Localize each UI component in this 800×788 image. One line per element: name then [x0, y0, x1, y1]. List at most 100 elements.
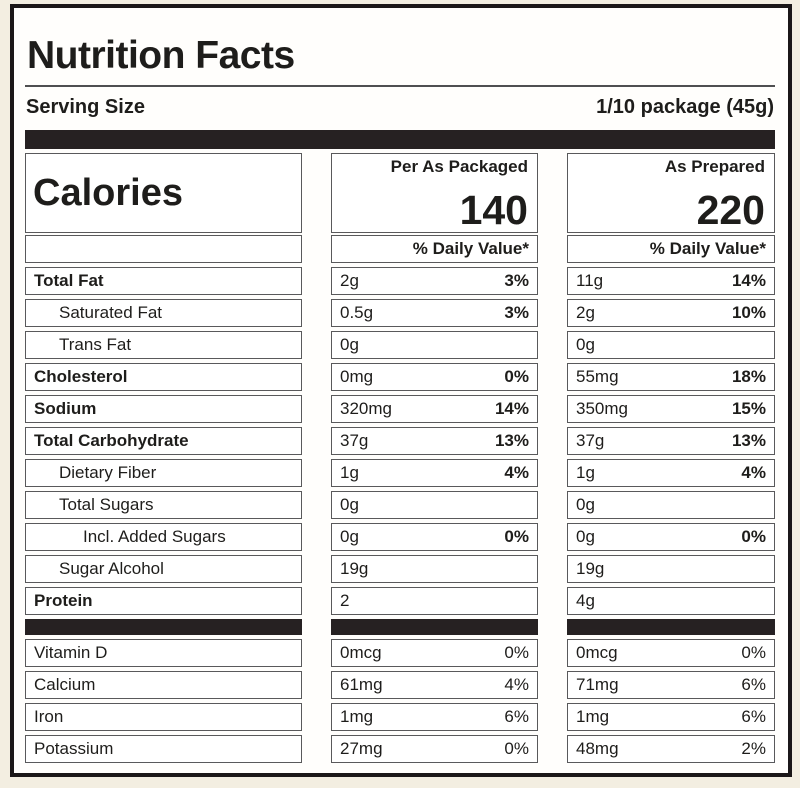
amount-value: 0g — [576, 495, 595, 514]
serving-size-label: Serving Size — [26, 96, 145, 118]
amount-value: 61mg — [340, 675, 383, 694]
amount-value: 1mg — [340, 707, 374, 726]
nutrient-name-cell: Total Carbohydrate — [25, 427, 302, 455]
daily-value-percent: 3% — [504, 303, 529, 322]
daily-value-percent: 0% — [504, 739, 529, 758]
nutrient-name-cell: Protein — [25, 587, 302, 615]
amount-value: 0.5g — [340, 303, 374, 322]
thick-divider-bar — [25, 130, 775, 149]
amount-value: 27mg — [340, 739, 383, 758]
nutrient-name-cell: Incl. Added Sugars — [25, 523, 302, 551]
value-cell: 0g — [331, 491, 538, 519]
nutrient-name: Total Carbohydrate — [34, 431, 189, 450]
daily-value-percent: 0% — [504, 367, 529, 386]
value-cell: 0g 0% — [567, 523, 775, 551]
nutrient-name: Sugar Alcohol — [59, 559, 164, 578]
amount-value: 2g — [340, 271, 359, 290]
value-cell: 1g 4% — [331, 459, 538, 487]
section-divider-bar — [25, 619, 302, 635]
daily-value-percent: 13% — [731, 431, 766, 450]
nutrient-name-cell: Vitamin D — [25, 639, 302, 667]
nutrition-facts-label: Nutrition Facts Serving Size 1/10 packag… — [10, 4, 792, 777]
amount-value: 11g — [576, 271, 604, 290]
nutrient-name: Total Sugars — [59, 495, 154, 514]
table-row: Trans Fat 0g 0g — [25, 331, 775, 359]
calories-cell: Calories — [25, 153, 302, 233]
daily-value-header-row: % Daily Value* % Daily Value* — [25, 235, 775, 263]
value-cell: 11g 14% — [567, 267, 775, 295]
daily-value-percent: 13% — [494, 431, 529, 450]
amount-value: 4g — [576, 591, 595, 610]
serving-size-value: 1/10 package (45g) — [596, 96, 774, 118]
value-cell: 55mg 18% — [567, 363, 775, 391]
table-row: Total Fat 2g 3% 11g 14% — [25, 267, 775, 295]
value-cell: 0mcg 0% — [331, 639, 538, 667]
label-title: Nutrition Facts — [25, 8, 775, 87]
nutrient-name: Trans Fat — [59, 335, 132, 354]
value-cell: 0.5g 3% — [331, 299, 538, 327]
amount-value: 55mg — [576, 367, 619, 386]
nutrient-name: Calcium — [34, 675, 96, 694]
table-row: Sugar Alcohol 19g 19g — [25, 555, 775, 583]
daily-value-percent: 15% — [731, 399, 766, 418]
amount-value: 320mg — [340, 399, 392, 418]
serving-size-row: Serving Size 1/10 package (45g) — [25, 87, 775, 128]
nutrient-name-cell: Saturated Fat — [25, 299, 302, 327]
amount-value: 1g — [340, 463, 359, 482]
table-row: Calcium 61mg 4% 71mg 6% — [25, 671, 775, 699]
table-row: Cholesterol 0mg 0% 55mg 18% — [25, 363, 775, 391]
value-cell: 1mg 6% — [567, 703, 775, 731]
nutrient-name-cell: Potassium — [25, 735, 302, 763]
value-cell: 2g 10% — [567, 299, 775, 327]
amount-value: 37g — [576, 431, 605, 450]
value-cell: 350mg 15% — [567, 395, 775, 423]
amount-value: 2 — [340, 591, 350, 610]
nutrient-name-cell: Total Sugars — [25, 491, 302, 519]
amount-value: 0mcg — [576, 643, 618, 662]
nutrient-name: Sodium — [34, 399, 97, 418]
daily-value-percent: 0% — [504, 527, 529, 546]
nutrient-name: Potassium — [34, 739, 114, 758]
value-cell: 48mg 2% — [567, 735, 775, 763]
value-cell: 1mg 6% — [331, 703, 538, 731]
section-divider-row — [25, 619, 775, 635]
vitamin-table: Vitamin D 0mcg 0% 0mcg 0% Calcium 61mg 4% 71mg 6%… — [25, 639, 775, 763]
amount-value: 0mg — [340, 367, 374, 386]
daily-value-percent: 4% — [741, 463, 766, 482]
daily-value-header-text: % Daily Value* — [649, 239, 766, 258]
value-cell: 0g — [567, 331, 775, 359]
table-row: Vitamin D 0mcg 0% 0mcg 0% — [25, 639, 775, 667]
nutrient-name: Iron — [34, 707, 64, 726]
nutrient-name-cell: Iron — [25, 703, 302, 731]
table-row: Sodium 320mg 14% 350mg 15% — [25, 395, 775, 423]
value-cell: 37g 13% — [567, 427, 775, 455]
daily-value-percent: 3% — [504, 271, 529, 290]
amount-value: 0g — [340, 495, 359, 514]
nutrient-name: Protein — [34, 591, 93, 610]
nutrient-name: Dietary Fiber — [59, 463, 157, 482]
daily-value-percent: 14% — [731, 271, 766, 290]
daily-value-percent: 0% — [741, 643, 766, 662]
amount-value: 350mg — [576, 399, 628, 418]
value-cell: 4g — [567, 587, 775, 615]
value-cell: 2g 3% — [331, 267, 538, 295]
amount-value: 0mcg — [340, 643, 382, 662]
value-cell: 19g — [567, 555, 775, 583]
amount-value: 0g — [576, 335, 595, 354]
table-row: Dietary Fiber 1g 4% 1g 4% — [25, 459, 775, 487]
table-row: Potassium 27mg 0% 48mg 2% — [25, 735, 775, 763]
table-row: Protein 2 4g — [25, 587, 775, 615]
value-cell: 0g — [331, 331, 538, 359]
value-cell: 61mg 4% — [331, 671, 538, 699]
column-header-per-as-packaged: Per As Packaged — [390, 157, 528, 176]
nutrient-name: Saturated Fat — [59, 303, 163, 322]
nutrient-name: Incl. Added Sugars — [83, 527, 226, 546]
amount-value: 71mg — [576, 675, 619, 694]
daily-value-percent: 10% — [731, 303, 766, 322]
amount-value: 0g — [576, 527, 595, 546]
amount-value: 0g — [340, 335, 359, 354]
nutrient-name: Cholesterol — [34, 367, 128, 386]
value-cell: 0mcg 0% — [567, 639, 775, 667]
daily-value-header-packaged: % Daily Value* — [331, 235, 538, 263]
daily-value-header-text: % Daily Value* — [412, 239, 529, 258]
